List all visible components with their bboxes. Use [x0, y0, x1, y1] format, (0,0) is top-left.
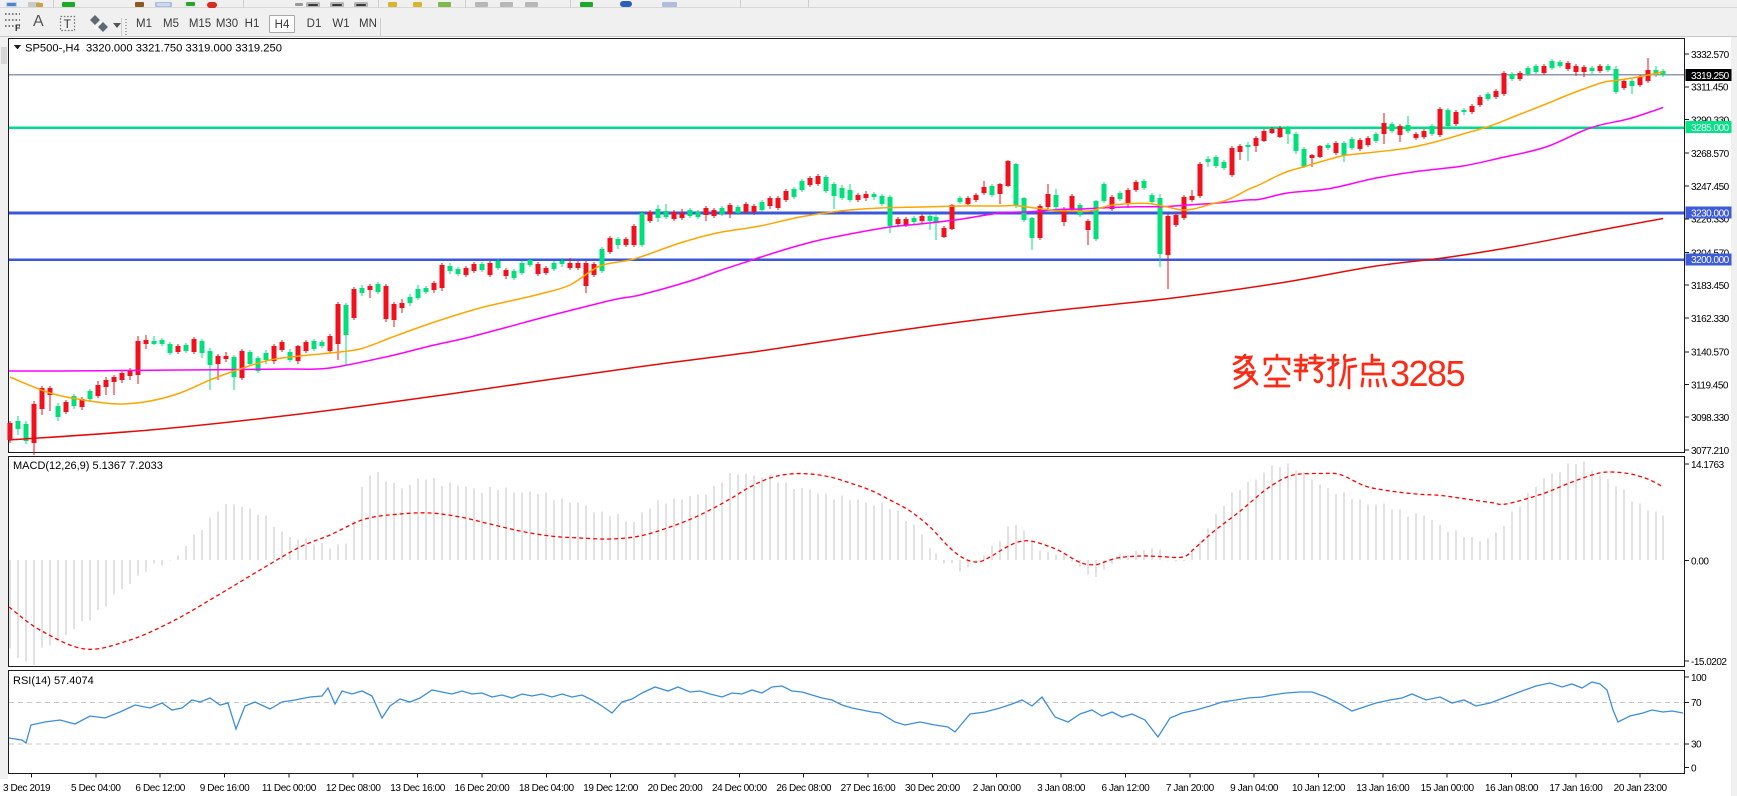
- svg-text:15 Jan 00:00: 15 Jan 00:00: [1421, 783, 1475, 794]
- svg-text:T: T: [64, 17, 72, 31]
- svg-text:MACD(12,26,9) 5.1367 7.2033: MACD(12,26,9) 5.1367 7.2033: [13, 460, 163, 472]
- svg-text:30 Dec 20:00: 30 Dec 20:00: [905, 783, 961, 794]
- svg-text:20 Jan 23:00: 20 Jan 23:00: [1614, 783, 1668, 794]
- svg-text:13 Jan 16:00: 13 Jan 16:00: [1356, 783, 1410, 794]
- svg-text:3226.330: 3226.330: [1691, 215, 1730, 226]
- svg-text:F: F: [15, 23, 21, 33]
- svg-text:11 Dec 00:00: 11 Dec 00:00: [262, 783, 317, 794]
- svg-text:30: 30: [1691, 740, 1702, 751]
- svg-text:0: 0: [1691, 763, 1697, 774]
- svg-text:3098.330: 3098.330: [1691, 413, 1730, 424]
- svg-text:100: 100: [1691, 673, 1707, 684]
- svg-text:3285.000: 3285.000: [1691, 123, 1730, 134]
- svg-text:3 Dec 2019: 3 Dec 2019: [3, 783, 51, 794]
- svg-text:26 Dec 08:00: 26 Dec 08:00: [776, 783, 832, 794]
- svg-text:3 Jan 08:00: 3 Jan 08:00: [1037, 783, 1086, 794]
- svg-text:3119.450: 3119.450: [1691, 380, 1729, 391]
- svg-text:6 Jan 12:00: 6 Jan 12:00: [1101, 783, 1150, 794]
- svg-text:3140.570: 3140.570: [1691, 348, 1730, 359]
- svg-text:17 Jan 16:00: 17 Jan 16:00: [1549, 783, 1603, 794]
- svg-text:20 Dec 20:00: 20 Dec 20:00: [648, 783, 704, 794]
- svg-text:2 Jan 00:00: 2 Jan 00:00: [973, 783, 1022, 794]
- svg-text:14.1763: 14.1763: [1691, 460, 1725, 471]
- svg-text:3200.000: 3200.000: [1691, 255, 1730, 266]
- svg-text:SP500-,H4 3320.000 3321.750 3: SP500-,H4 3320.000 3321.750 3319.000 331…: [25, 43, 282, 55]
- svg-text:3268.570: 3268.570: [1691, 149, 1730, 160]
- svg-text:70: 70: [1691, 698, 1702, 709]
- svg-text:3311.450: 3311.450: [1691, 83, 1729, 94]
- svg-text:3285: 3285: [1390, 353, 1465, 394]
- svg-text:16 Dec 20:00: 16 Dec 20:00: [455, 783, 511, 794]
- svg-text:27 Dec 16:00: 27 Dec 16:00: [841, 783, 897, 794]
- svg-text:0.00: 0.00: [1691, 556, 1709, 567]
- svg-text:18 Dec 04:00: 18 Dec 04:00: [519, 783, 575, 794]
- svg-text:9 Dec 16:00: 9 Dec 16:00: [200, 783, 250, 794]
- svg-text:3332.570: 3332.570: [1691, 50, 1730, 61]
- svg-text:3230.000: 3230.000: [1691, 208, 1730, 219]
- svg-text:3290.330: 3290.330: [1691, 115, 1730, 126]
- svg-text:-15.0202: -15.0202: [1691, 657, 1727, 668]
- svg-text:19 Dec 12:00: 19 Dec 12:00: [583, 783, 639, 794]
- svg-text:9 Jan 04:00: 9 Jan 04:00: [1230, 783, 1279, 794]
- svg-text:10 Jan 12:00: 10 Jan 12:00: [1292, 783, 1346, 794]
- svg-text:13 Dec 16:00: 13 Dec 16:00: [390, 783, 446, 794]
- svg-text:3162.330: 3162.330: [1691, 314, 1730, 325]
- svg-text:3319.250: 3319.250: [1691, 71, 1730, 82]
- svg-text:5 Dec 04:00: 5 Dec 04:00: [71, 783, 121, 794]
- svg-text:RSI(14) 57.4074: RSI(14) 57.4074: [13, 675, 94, 687]
- svg-text:16 Jan 08:00: 16 Jan 08:00: [1485, 783, 1539, 794]
- svg-text:7 Jan 20:00: 7 Jan 20:00: [1166, 783, 1215, 794]
- svg-text:12 Dec 08:00: 12 Dec 08:00: [326, 783, 382, 794]
- svg-text:3183.450: 3183.450: [1691, 281, 1730, 292]
- svg-text:3247.450: 3247.450: [1691, 182, 1730, 193]
- svg-text:6 Dec 12:00: 6 Dec 12:00: [135, 783, 185, 794]
- svg-text:3077.210: 3077.210: [1691, 446, 1730, 457]
- svg-text:24 Dec 00:00: 24 Dec 00:00: [712, 783, 768, 794]
